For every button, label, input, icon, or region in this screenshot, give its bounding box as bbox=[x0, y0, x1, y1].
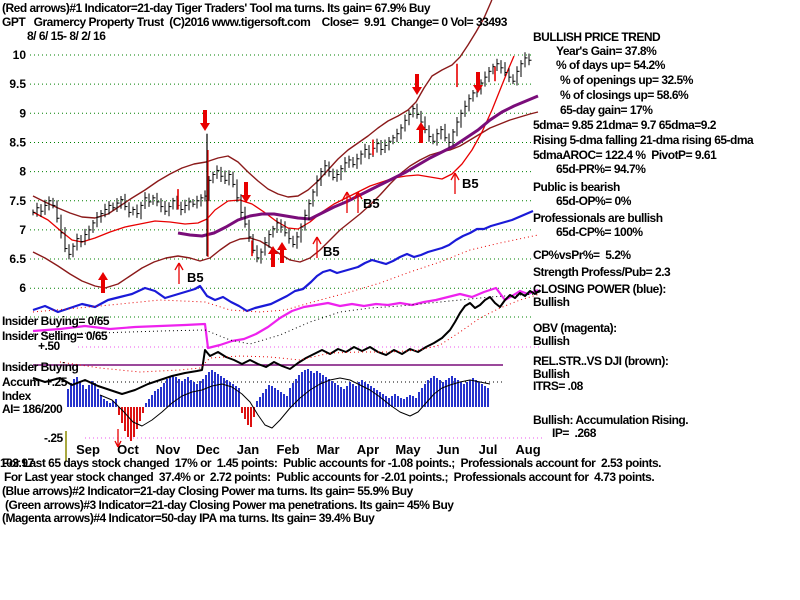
ai-ma-line bbox=[99, 377, 491, 429]
month-label: Feb bbox=[276, 442, 299, 457]
price-gridlines: 10 9.5 9 8.5 8 7.5 7 6.5 6 bbox=[9, 48, 533, 318]
price-tick-label: 8 bbox=[19, 165, 26, 179]
buy-arrow-icon bbox=[277, 242, 287, 263]
month-label: Sep bbox=[76, 442, 100, 457]
month-label: Nov bbox=[156, 442, 181, 457]
b5-label: B5 bbox=[462, 176, 479, 191]
price-tick-label: 9.5 bbox=[9, 77, 26, 91]
price-tick-label: 7.5 bbox=[9, 194, 26, 208]
b5-label: B5 bbox=[187, 270, 204, 285]
obv-ma-line bbox=[32, 293, 539, 345]
upper-band-line bbox=[32, 0, 493, 219]
mid-line-line bbox=[32, 55, 515, 243]
month-label: Jul bbox=[479, 442, 498, 457]
month-label: Dec bbox=[196, 442, 220, 457]
obv-line bbox=[32, 286, 539, 350]
price-tick-label: 9 bbox=[19, 106, 26, 120]
month-label: Aug bbox=[515, 442, 540, 457]
b5-annotations: B5 B5 B5 B5 bbox=[187, 176, 479, 285]
buy-arrow-icon bbox=[416, 122, 426, 143]
buy-arrow-icon bbox=[268, 246, 278, 267]
month-label: Apr bbox=[357, 442, 379, 457]
lower-band-line bbox=[32, 111, 539, 289]
price-tick-label: 10 bbox=[13, 48, 27, 62]
price-tick-label: 6.5 bbox=[9, 252, 26, 266]
sell-arrow-icon bbox=[200, 110, 210, 131]
sell-arrow-icon bbox=[473, 72, 483, 93]
sell-arrow-icon bbox=[241, 182, 251, 203]
accumulation-histogram bbox=[67, 369, 489, 441]
b5-label: B5 bbox=[363, 196, 380, 211]
price-tick-label: 8.5 bbox=[9, 135, 26, 149]
b5-label: B5 bbox=[323, 244, 340, 259]
price-bars bbox=[32, 52, 532, 264]
month-label: Jan bbox=[237, 442, 259, 457]
closing-power-line bbox=[32, 209, 534, 314]
buy-arrow-icon bbox=[98, 272, 108, 293]
month-label: Mar bbox=[316, 442, 339, 457]
month-label: Oct bbox=[117, 442, 139, 457]
signal-arrows bbox=[98, 72, 483, 448]
month-label: Jun bbox=[436, 442, 459, 457]
month-label: May bbox=[395, 442, 421, 457]
price-tick-label: 7 bbox=[19, 223, 26, 237]
sell-arrow-icon bbox=[412, 74, 422, 95]
price-tick-label: 6 bbox=[19, 281, 26, 295]
relstr-line bbox=[32, 289, 541, 395]
relstr-ma-line bbox=[59, 293, 541, 373]
month-axis: Sep Oct Nov Dec Jan Feb Mar Apr May Jun Jul Aug bbox=[76, 442, 541, 457]
